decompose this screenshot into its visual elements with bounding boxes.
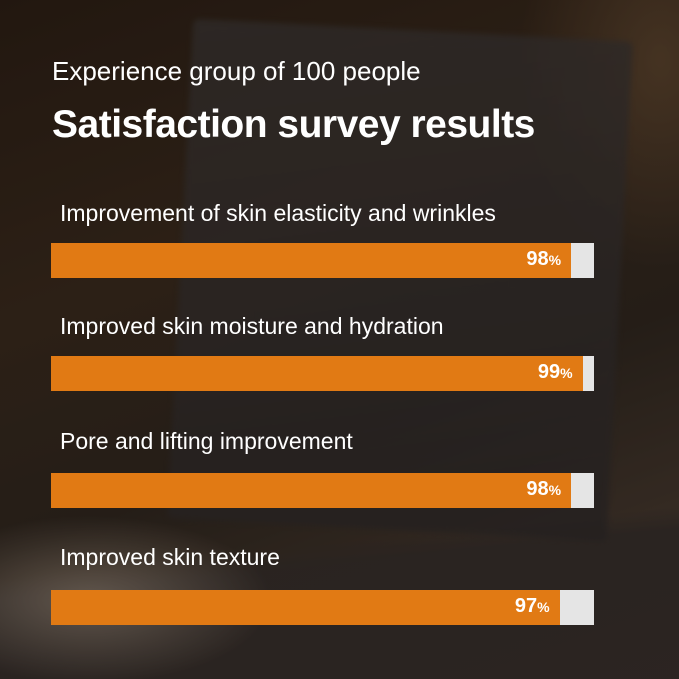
value-number: 98	[526, 248, 549, 270]
bar-track: 97%	[51, 590, 594, 625]
value-number: 97	[514, 595, 538, 617]
bar-value-label: 97%	[515, 595, 550, 618]
bar-track: 98%	[51, 473, 594, 508]
value-unit: %	[548, 482, 562, 498]
subtitle: Experience group of 100 people	[52, 56, 421, 86]
bar-label: Improved skin texture	[60, 544, 280, 570]
bar-value-label: 98%	[526, 248, 561, 271]
value-number: 98	[526, 478, 549, 500]
bar	[51, 243, 572, 278]
bar-label: Pore and lifting improvement	[60, 428, 353, 454]
bar-track: 99%	[51, 356, 594, 391]
value-unit: %	[537, 599, 550, 615]
bar-label: Improvement of skin elasticity and wrink…	[60, 200, 496, 226]
bar	[51, 590, 560, 625]
bar-label: Improved skin moisture and hydration	[60, 313, 444, 339]
value-unit: %	[548, 252, 562, 268]
value-unit: %	[560, 365, 573, 381]
bar	[51, 473, 572, 508]
bar-value-label: 98%	[526, 478, 561, 501]
bar-value-label: 99%	[538, 361, 573, 384]
bar	[51, 356, 583, 391]
bar-track: 98%	[51, 243, 594, 278]
value-number: 99	[537, 361, 561, 383]
title: Satisfaction survey results	[52, 103, 535, 146]
